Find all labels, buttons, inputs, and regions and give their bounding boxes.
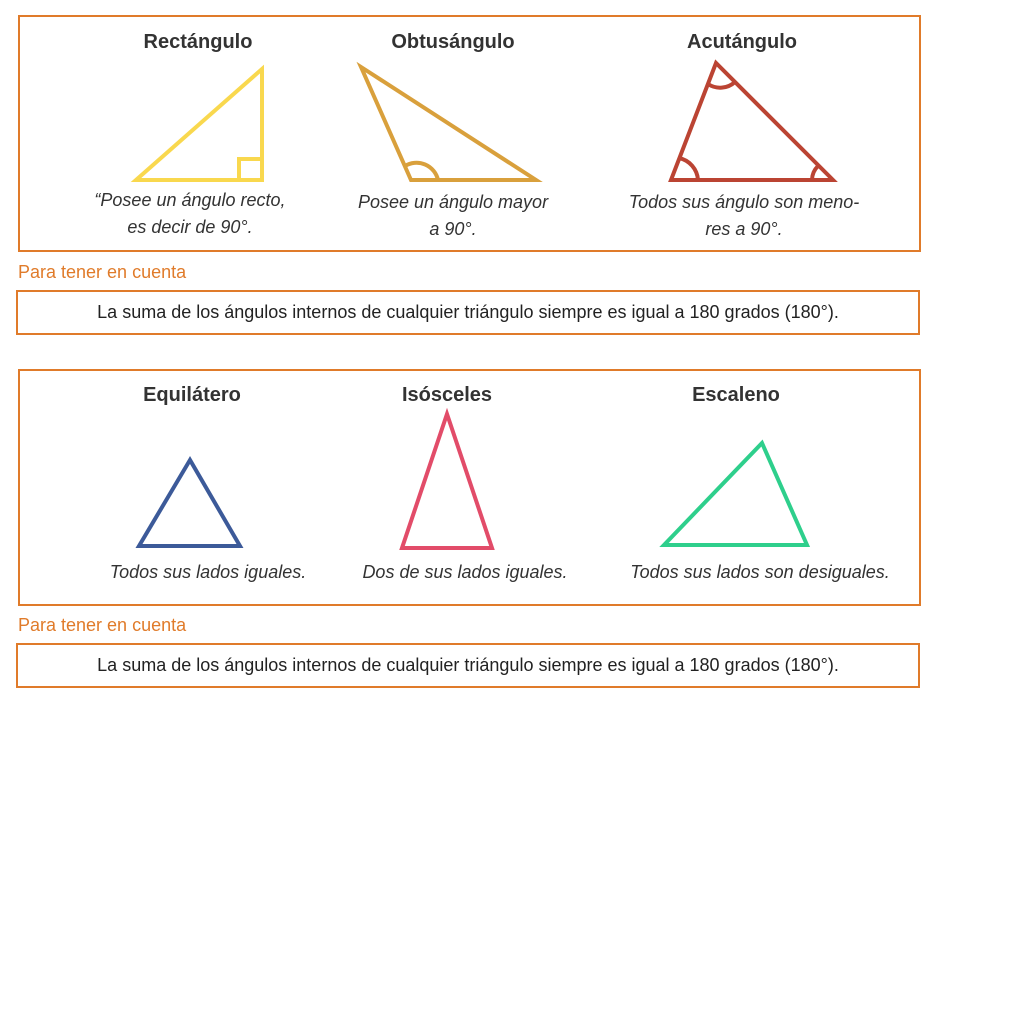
title-obtusangulo: Obtusángulo (391, 31, 515, 53)
caption-obtusangulo: Posee un ángulo mayor a 90°. (313, 189, 593, 243)
title-equilatero: Equilátero (143, 384, 241, 406)
caption-equilatero: Todos sus lados iguales. (109, 562, 307, 582)
caption-escaleno: Todos sus lados son desiguales. (630, 562, 890, 582)
caption-acutangulo: Todos sus ángulo son meno- res a 90°. (604, 189, 884, 243)
title-rectangulo: Rectángulo (143, 31, 253, 53)
caption-obtusangulo-line-2: a 90°. (429, 219, 477, 239)
note-label-angles: Para tener en cuenta (18, 262, 187, 282)
caption-acutangulo-line-2: res a 90°. (705, 219, 783, 239)
note-box-sides: La suma de los ángulos internos de cualq… (16, 643, 920, 688)
caption-rectangulo-line-1: “Posee un ángulo recto, (94, 190, 286, 210)
title-acutangulo: Acutángulo (687, 31, 797, 53)
title-isosceles: Isósceles (401, 384, 493, 406)
caption-rectangulo-line-2: es decir de 90°. (127, 217, 253, 237)
note-box-angles: La suma de los ángulos internos de cualq… (16, 290, 920, 335)
caption-isosceles: Dos de sus lados iguales. (362, 562, 568, 582)
caption-rectangulo: “Posee un ángulo recto, es decir de 90°. (50, 187, 330, 241)
title-escaleno: Escaleno (692, 384, 780, 406)
caption-acutangulo-line-1: Todos sus ángulo son meno- (628, 192, 860, 212)
note-label-sides: Para tener en cuenta (18, 615, 187, 635)
caption-obtusangulo-line-1: Posee un ángulo mayor (357, 192, 549, 212)
